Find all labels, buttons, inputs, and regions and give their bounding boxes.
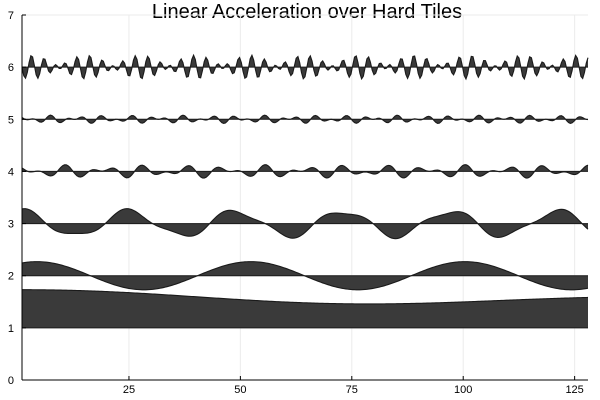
ridge-series-2	[21, 261, 589, 291]
tick-labels: 25 50 75 100 125 0 1 2 3 4 5 6 7	[8, 10, 584, 396]
y-tick-label: 6	[8, 62, 14, 74]
y-tick-label: 4	[8, 166, 14, 178]
x-tick-label: 125	[565, 384, 583, 396]
x-tick-label: 25	[123, 384, 135, 396]
chart-title: Linear Acceleration over Hard Tiles	[152, 1, 462, 23]
y-tick-label: 5	[8, 114, 14, 126]
y-tick-label: 3	[8, 219, 14, 231]
ridges	[21, 53, 589, 329]
ridge-area	[22, 289, 588, 328]
ridge-line	[21, 164, 589, 179]
ridge-series-4	[21, 164, 589, 179]
y-tick-label: 1	[8, 323, 14, 335]
ridge-series-3	[21, 208, 589, 240]
x-tick-label: 100	[454, 384, 472, 396]
x-tick-label: 50	[234, 384, 246, 396]
ridge-line	[22, 289, 589, 305]
y-tick-label: 7	[8, 10, 14, 22]
y-tick-label: 0	[8, 375, 14, 387]
x-tick-label: 75	[346, 384, 358, 396]
axes	[21, 14, 588, 381]
ridge-series-1	[22, 289, 589, 329]
ridge-series-6	[21, 53, 589, 81]
y-tick-label: 2	[8, 271, 14, 283]
ridge-series-5	[21, 114, 589, 125]
ridge-line	[21, 208, 589, 240]
